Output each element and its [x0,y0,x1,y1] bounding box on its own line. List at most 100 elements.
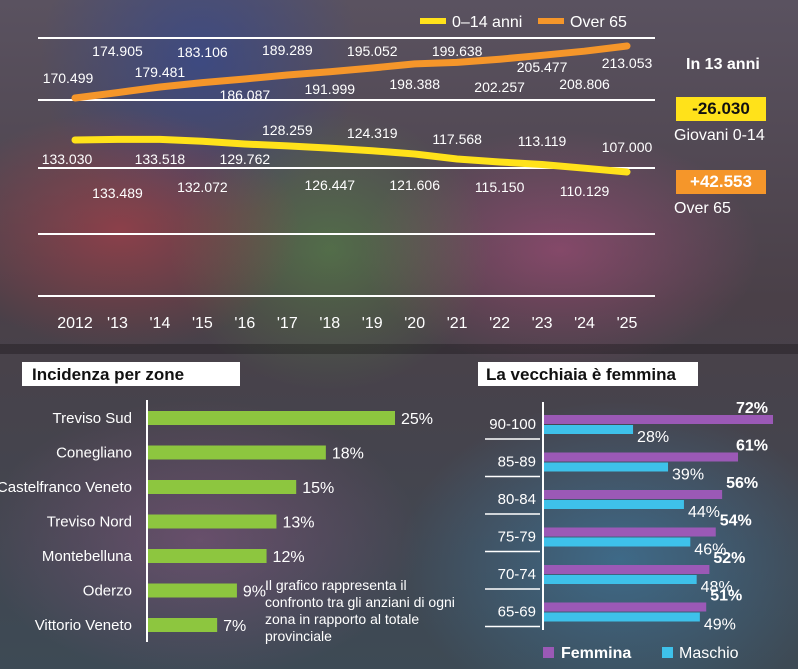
maschio-bar [544,612,700,622]
zone-bar [148,480,297,494]
x-tick-label: '21 [447,315,468,332]
maschio-value-label: 28% [637,429,669,446]
legend-label: Over 65 [570,14,627,31]
femmina-value-label: 51% [710,588,742,605]
femmina-bar [544,527,716,537]
x-tick-label: '14 [149,315,170,332]
femmina-bar [544,490,723,499]
x-tick-label: '19 [362,315,383,332]
legend-label: Femmina [561,645,631,662]
data-label: 113.119 [518,133,567,149]
zone-bar [148,583,237,598]
x-tick-label: '18 [319,315,340,332]
age-category-label: 65-69 [498,604,536,621]
data-label: 133.030 [42,151,93,167]
section-divider [0,344,798,354]
data-label: 115.150 [475,179,525,195]
zone-category-label: Treviso Nord [47,514,132,531]
data-label: 213.053 [602,55,653,71]
femmina-bar [544,602,707,612]
gender-legend: Femmina Maschio [543,645,739,662]
maschio-value-label: 44% [688,504,720,521]
data-label: 132.072 [177,179,228,195]
femmina-bar [544,565,710,574]
zone-bar [148,411,395,425]
legend-swatch [662,647,673,658]
data-label: 183.106 [177,44,228,60]
femmina-value-label: 54% [720,513,752,530]
zone-category-label: Castelfranco Veneto [0,479,132,496]
zone-value-label: 18% [332,446,364,463]
series-line [71,135,631,176]
zone-value-label: 25% [401,411,433,428]
legend-swatch [538,18,564,24]
data-label: 186.087 [220,87,271,103]
line-legend: 0–14 anni Over 65 [420,14,627,31]
age-category-label: 85-89 [498,454,536,471]
data-label: 191.999 [304,81,355,97]
legend-swatch [543,647,554,658]
data-label: 126.447 [304,177,355,193]
maschio-bar [544,575,697,584]
data-label: 195.052 [347,43,398,59]
femmina-bar [544,452,739,462]
x-tick-label: '20 [404,315,425,332]
data-label: 179.481 [135,64,186,80]
zone-category-label: Oderzo [83,583,132,600]
data-label: 129.762 [220,151,271,167]
maschio-value-label: 39% [672,467,704,484]
age-category-label: 70-74 [498,566,536,583]
zone-bar [148,618,218,632]
x-tick-label: '13 [107,315,128,332]
maschio-value-label: 46% [694,542,726,559]
data-label: 199.638 [432,43,483,59]
data-label: 117.568 [432,131,482,147]
summary-title: In 13 anni [686,56,760,73]
zone-category-label: Conegliano [56,445,132,462]
data-label: 110.129 [560,183,610,199]
femmina-value-label: 72% [736,400,768,417]
zone-value-label: 12% [273,549,305,566]
x-tick-label: 2012 [57,315,93,332]
x-tick-label: '17 [277,315,298,332]
zone-bar-chart: Incidenza per zone Treviso Sud 25% Coneglia… [0,362,433,642]
data-label: 208.806 [559,76,610,92]
data-label: 121.606 [389,177,440,193]
data-label: 133.489 [92,185,143,201]
data-label: 198.388 [389,76,440,92]
age-category-label: 80-84 [498,491,536,508]
zone-category-label: Treviso Sud [53,410,132,427]
age-category-label: 90-100 [489,416,536,433]
maschio-bar [544,500,684,509]
gender-bar-chart: La vecchiaia è femmina 90-100 72% 28% 85-89 6… [478,362,773,662]
maschio-bar [544,537,691,547]
femmina-value-label: 52% [713,550,745,567]
x-tick-label: '24 [574,315,595,332]
maschio-value-label: 48% [701,579,733,596]
zone-category-label: Montebelluna [42,548,133,565]
maschio-bar [544,425,634,434]
femmina-bar [544,415,773,424]
legend-label: Maschio [679,645,739,662]
data-label: 170.499 [43,70,94,86]
data-label: 133.518 [135,151,186,167]
zone-category-label: Vittorio Veneto [35,617,132,634]
x-tick-label: '16 [234,315,255,332]
zone-chart-title: Incidenza per zone [32,365,184,384]
data-label: 107.000 [602,139,653,155]
data-label: 202.257 [474,79,525,95]
age-category-label: 75-79 [498,529,536,546]
gender-chart-header-box [478,362,698,386]
old-change-badge: +42.553 [676,170,766,194]
data-label: 124.319 [347,125,398,141]
zone-value-label: 7% [223,618,246,635]
zone-bar [148,445,326,460]
zone-bar [148,549,267,563]
x-tick-label: '25 [617,315,638,332]
line-chart: 2012 '13 '14 '15 '16 '17 '18 '19 '20 '21 '22 '23 '24… [38,14,655,332]
data-label: 189.289 [262,42,313,58]
old-change-label: Over 65 [674,200,731,217]
femmina-value-label: 56% [726,475,758,492]
